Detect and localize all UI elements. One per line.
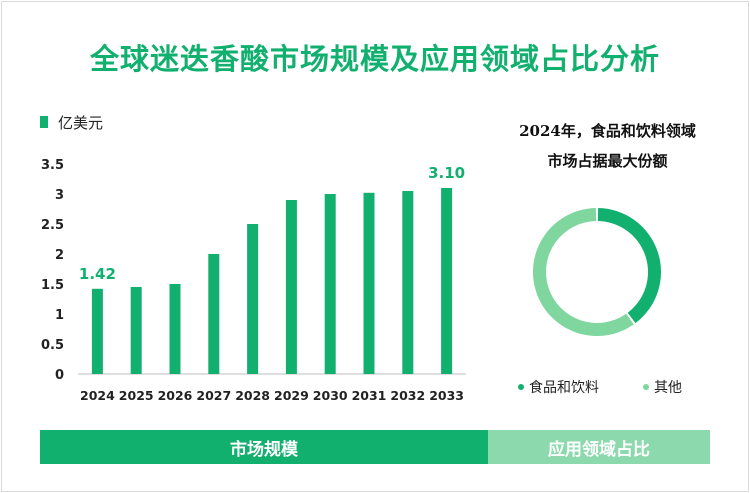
x-tick-label: 2033 (429, 388, 464, 403)
footer-application-share: 应用领域占比 (488, 430, 710, 464)
y-tick-label: 2 (55, 248, 64, 263)
donut-slice-1 (532, 208, 634, 337)
x-tick-label: 2024 (80, 388, 115, 403)
x-tick-label: 2029 (274, 388, 309, 403)
pie-legend-dot-food (518, 384, 524, 390)
bar-2026 (169, 284, 181, 374)
pie-legend-item-food: 食品和饮料 (518, 378, 599, 396)
y-tick-label: 1 (55, 308, 64, 323)
bar-2024 (91, 288, 103, 374)
donut-slice-0 (597, 208, 661, 324)
pie-legend-dot-other (643, 384, 649, 390)
x-tick-label: 2032 (390, 388, 425, 403)
pie-title-line1: 2024年，食品和饮料领域 (519, 122, 696, 140)
bar-2029 (285, 200, 297, 374)
bar-data-label: 3.10 (428, 164, 465, 182)
pie-legend-label-other: 其他 (654, 380, 682, 396)
bar-2032 (402, 191, 414, 374)
pie-legend-label-food: 食品和饮料 (529, 380, 599, 396)
bar-2027 (208, 254, 220, 374)
y-tick-label: 3 (55, 188, 64, 203)
chart-title: 全球迷迭香酸市场规模及应用领域占比分析 (89, 42, 660, 76)
bar-2031 (363, 192, 375, 374)
x-tick-label: 2028 (235, 388, 270, 403)
x-tick-label: 2026 (158, 388, 193, 403)
footer-market-size: 市场规模 (40, 430, 488, 464)
y-tick-label: 2.5 (41, 218, 64, 233)
y-tick-label: 3.5 (41, 158, 64, 173)
bar-2033 (441, 188, 453, 374)
x-tick-label: 2027 (196, 388, 231, 403)
y-tick-label: 0.5 (41, 338, 64, 353)
pie-title: 2024年，食品和饮料领域 市场占据最大份额 (495, 116, 720, 176)
unit-label: 亿美元 (58, 113, 104, 132)
unit-legend-swatch (40, 116, 48, 128)
bar-2030 (324, 194, 336, 374)
bar-data-label: 1.42 (79, 265, 116, 283)
pie-legend-item-other: 其他 (643, 378, 682, 396)
bar-2028 (247, 224, 259, 374)
x-tick-label: 2030 (313, 388, 348, 403)
y-tick-label: 0 (55, 368, 64, 383)
bar-2025 (130, 287, 142, 374)
x-tick-label: 2031 (352, 388, 387, 403)
x-tick-label: 2025 (119, 388, 154, 403)
y-tick-label: 1.5 (41, 278, 64, 293)
unit-legend: 亿美元 (40, 112, 103, 132)
pie-title-line2: 市场占据最大份额 (547, 152, 668, 170)
